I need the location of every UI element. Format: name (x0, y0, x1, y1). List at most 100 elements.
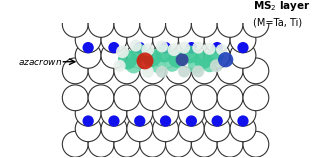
Circle shape (230, 27, 256, 53)
Circle shape (82, 42, 94, 53)
Circle shape (181, 46, 199, 63)
Circle shape (164, 56, 180, 72)
Circle shape (243, 58, 269, 84)
Circle shape (88, 131, 114, 157)
Circle shape (88, 85, 114, 111)
Circle shape (62, 85, 88, 111)
Circle shape (192, 42, 204, 54)
Circle shape (160, 42, 171, 53)
Circle shape (210, 59, 223, 72)
Circle shape (178, 27, 204, 53)
Circle shape (216, 44, 227, 55)
Circle shape (178, 116, 204, 142)
Circle shape (237, 42, 249, 53)
Circle shape (204, 100, 230, 126)
Circle shape (204, 27, 230, 53)
Circle shape (114, 85, 140, 111)
Circle shape (118, 50, 137, 69)
Circle shape (153, 116, 178, 142)
Circle shape (134, 42, 145, 53)
Circle shape (150, 57, 166, 73)
Circle shape (202, 56, 217, 72)
Circle shape (101, 100, 127, 126)
Circle shape (114, 60, 126, 72)
Circle shape (131, 44, 149, 62)
Circle shape (62, 131, 88, 157)
Circle shape (127, 100, 153, 126)
Circle shape (140, 131, 166, 157)
Circle shape (127, 27, 153, 53)
Circle shape (108, 115, 119, 127)
Circle shape (153, 27, 178, 53)
Circle shape (114, 12, 140, 37)
Circle shape (178, 43, 204, 68)
Circle shape (75, 43, 101, 68)
Circle shape (218, 52, 233, 67)
Circle shape (204, 43, 230, 68)
Circle shape (230, 43, 256, 68)
Circle shape (130, 40, 142, 52)
Circle shape (230, 100, 256, 126)
Circle shape (191, 12, 217, 37)
Circle shape (62, 12, 88, 37)
Circle shape (101, 43, 127, 68)
Circle shape (167, 43, 180, 56)
Circle shape (155, 45, 173, 63)
Circle shape (116, 45, 129, 58)
Circle shape (114, 58, 140, 84)
Circle shape (82, 115, 94, 127)
Circle shape (141, 43, 154, 56)
Circle shape (140, 85, 166, 111)
Circle shape (140, 12, 166, 37)
Circle shape (153, 43, 178, 68)
Circle shape (207, 47, 224, 64)
Circle shape (217, 58, 243, 84)
Circle shape (194, 50, 213, 69)
Circle shape (176, 53, 189, 66)
Circle shape (134, 115, 145, 127)
Circle shape (191, 58, 217, 84)
Circle shape (192, 65, 204, 77)
Circle shape (156, 66, 168, 78)
Text: MS$_2$ layer: MS$_2$ layer (253, 0, 310, 13)
Circle shape (114, 131, 140, 157)
Circle shape (101, 116, 127, 142)
Circle shape (88, 12, 114, 37)
Circle shape (186, 42, 197, 53)
Circle shape (230, 116, 256, 142)
Text: (M=Ta, Ti): (M=Ta, Ti) (253, 17, 302, 27)
Circle shape (212, 42, 223, 53)
Circle shape (166, 131, 191, 157)
Circle shape (186, 115, 197, 127)
Circle shape (136, 52, 154, 69)
Circle shape (243, 85, 269, 111)
Circle shape (243, 131, 269, 157)
Circle shape (217, 12, 243, 37)
Circle shape (127, 43, 153, 68)
Circle shape (88, 58, 114, 84)
Circle shape (101, 27, 127, 53)
Circle shape (143, 49, 161, 67)
Circle shape (142, 66, 154, 78)
Circle shape (166, 58, 191, 84)
Circle shape (204, 116, 230, 142)
Circle shape (168, 49, 187, 68)
Circle shape (237, 115, 249, 127)
Circle shape (75, 100, 101, 126)
Circle shape (125, 57, 142, 73)
Circle shape (156, 40, 168, 52)
Circle shape (140, 58, 166, 84)
Circle shape (217, 85, 243, 111)
Circle shape (178, 100, 204, 126)
Circle shape (188, 57, 205, 73)
Circle shape (108, 42, 119, 53)
Circle shape (127, 116, 153, 142)
Circle shape (153, 100, 178, 126)
Circle shape (217, 131, 243, 157)
Text: $azacrown$: $azacrown$ (18, 57, 62, 67)
Circle shape (191, 131, 217, 157)
Circle shape (178, 42, 190, 54)
Circle shape (75, 116, 101, 142)
Circle shape (178, 65, 190, 77)
Circle shape (191, 85, 217, 111)
